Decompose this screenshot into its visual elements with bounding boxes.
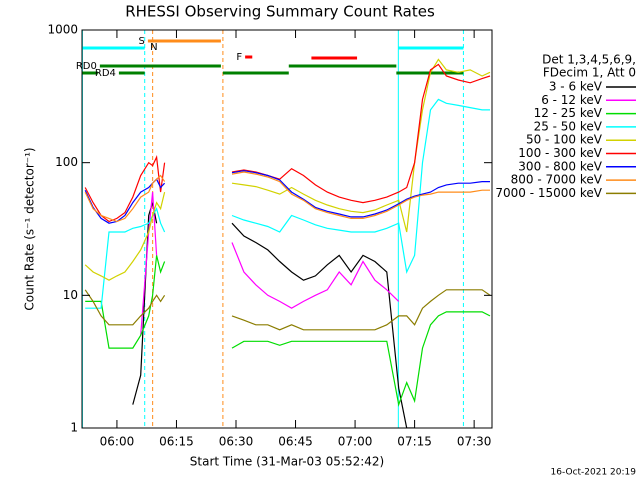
y-tick-label: 10 (63, 288, 78, 302)
legend-label: 25 - 50 keV (534, 119, 603, 133)
series-line (84, 63, 491, 223)
series-line (84, 170, 490, 224)
series-line (85, 98, 490, 309)
legend-label: 300 - 800 keV (518, 159, 602, 173)
series-line (84, 171, 490, 223)
y-tick-label: 100 (55, 155, 78, 169)
footer: 16-Oct-2021 20:19 (551, 468, 637, 478)
legend-header: FDecim 1, Att 0 (543, 66, 636, 80)
series-line (140, 192, 400, 336)
x-tick-label: 06:45 (278, 435, 313, 449)
series-line (132, 202, 415, 428)
flag-label: RD0 (76, 61, 97, 72)
legend-label: 7000 - 15000 keV (495, 186, 602, 200)
plot-area (82, 30, 491, 428)
series-line (85, 255, 491, 407)
chart-title: RHESSI Observing Summary Count Rates (125, 3, 435, 21)
y-tick-label: 1000 (47, 23, 78, 37)
legend-label: 6 - 12 keV (541, 93, 603, 107)
legend-label: 3 - 6 keV (549, 80, 603, 94)
x-tick-label: 07:00 (338, 435, 373, 449)
series-line (84, 289, 491, 331)
series-line (84, 58, 491, 281)
plot-frame (81, 29, 493, 429)
x-tick-label: 06:00 (100, 435, 135, 449)
x-tick-label: 07:30 (457, 435, 492, 449)
y-tick-label: 1 (70, 421, 78, 435)
flag-label: RD4 (95, 68, 116, 79)
legend-header: Det 1,3,4,5,6,9, (542, 53, 636, 67)
legend-label: 800 - 7000 keV (511, 173, 603, 187)
x-tick-label: 07:15 (397, 435, 432, 449)
x-tick-label: 06:15 (159, 435, 194, 449)
x-axis-label: Start Time (31-Mar-03 05:52:42) (190, 455, 384, 469)
flag-label: F (236, 52, 242, 63)
legend-label: 50 - 100 keV (526, 133, 603, 147)
flag-label: N (150, 42, 157, 53)
y-axis-label: Count Rate (s⁻¹ detector⁻¹) (23, 147, 37, 310)
x-tick-label: 06:30 (219, 435, 254, 449)
legend-label: 12 - 25 keV (534, 106, 603, 120)
legend-label: 100 - 300 keV (518, 146, 602, 160)
flag-label: S (139, 36, 145, 47)
